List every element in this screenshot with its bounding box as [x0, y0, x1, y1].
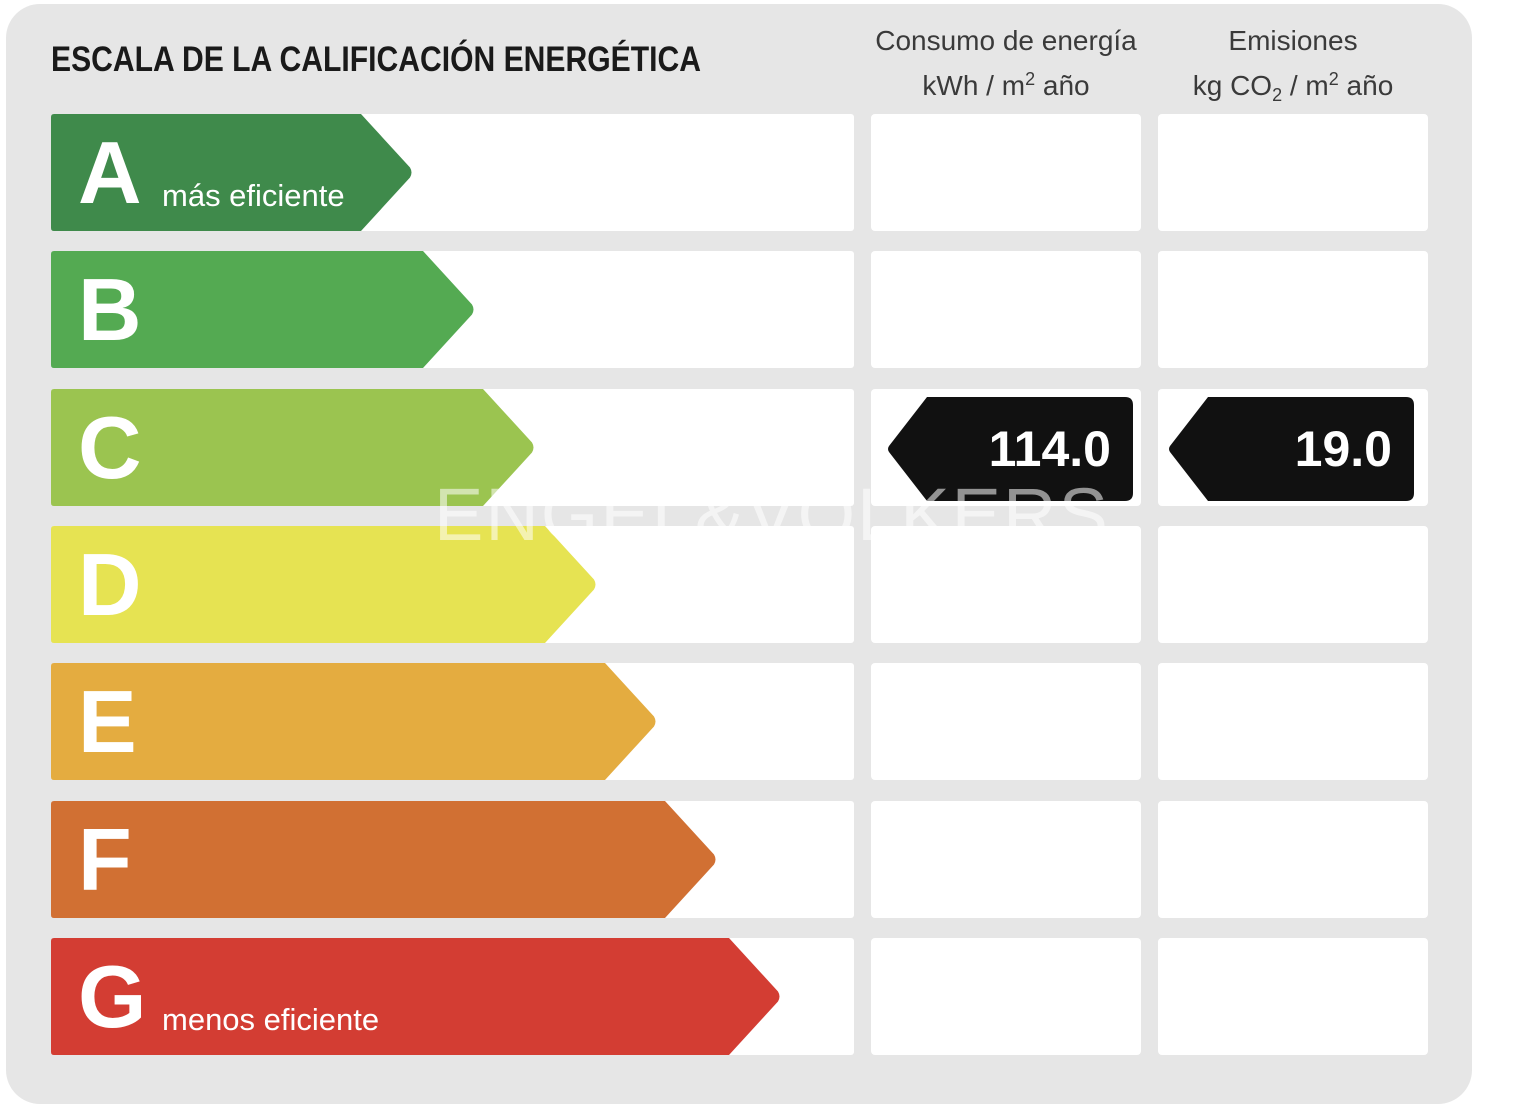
energy-value: 114.0 [988, 421, 1111, 477]
page-title: ESCALA DE LA CALIFICACIÓN ENERGÉTICA [51, 40, 701, 79]
rating-arrow-b [51, 251, 475, 368]
rating-row-f: F [0, 801, 1518, 918]
rating-sublabel: menos eficiente [162, 1002, 380, 1037]
rating-arrow-f [51, 801, 717, 918]
rating-letter: D [78, 535, 142, 634]
rating-row-d: D [0, 526, 1518, 643]
emissions-header-unit: kg CO2 / m2 año [1192, 69, 1394, 105]
energy-cell [871, 938, 1141, 1055]
rating-letter: B [78, 260, 142, 359]
energy-cell [871, 801, 1141, 918]
emissions-column-header: Emisiones kg CO2 / m2 año [1143, 22, 1443, 114]
energy-header-label: Consumo de energía [875, 25, 1137, 56]
energy-cell [871, 663, 1141, 780]
energy-cell [871, 251, 1141, 368]
rating-letter: G [78, 947, 147, 1046]
rating-row-b: B [0, 251, 1518, 368]
emissions-cell [1158, 801, 1428, 918]
rating-arrow-e [51, 663, 657, 780]
emissions-value: 19.0 [1294, 421, 1392, 477]
energy-cell [871, 114, 1141, 231]
emissions-cell [1158, 114, 1428, 231]
energy-column-header: Consumo de energía kWh / m2 año [856, 22, 1156, 105]
energy-header-unit: kWh / m2 año [922, 69, 1090, 101]
emissions-value-tag: 19.0 [1168, 397, 1414, 501]
rating-arrow-d [51, 526, 597, 643]
rating-arrow-c [51, 389, 535, 506]
emissions-cell [1158, 251, 1428, 368]
emissions-cell [1158, 526, 1428, 643]
rating-letter: C [78, 398, 142, 497]
rating-letter: A [78, 123, 142, 222]
rating-arrow-a [51, 114, 413, 231]
rating-row-e: E [0, 663, 1518, 780]
rating-arrow-g [51, 938, 781, 1055]
energy-value-tag: 114.0 [887, 397, 1133, 501]
rating-letter: F [78, 810, 132, 909]
energy-cell [871, 526, 1141, 643]
emissions-cell [1158, 663, 1428, 780]
rating-row-c: C 114.0 19.0 [0, 389, 1518, 506]
emissions-header-label: Emisiones [1228, 25, 1358, 56]
emissions-cell [1158, 938, 1428, 1055]
rating-letter: E [78, 672, 137, 771]
rating-sublabel: más eficiente [162, 178, 345, 213]
